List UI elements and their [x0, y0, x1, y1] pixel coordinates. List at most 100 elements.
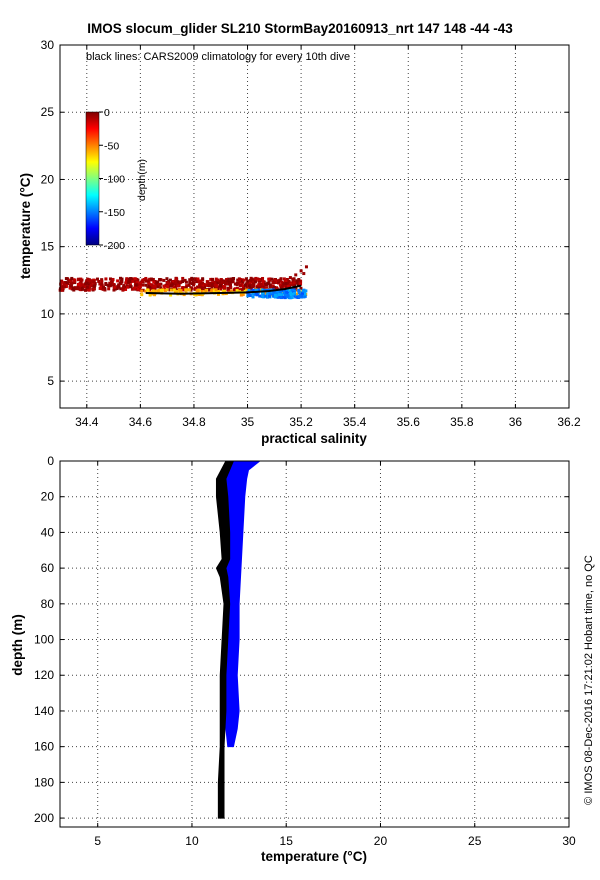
ts-scatter-point — [255, 289, 259, 293]
ts-scatter-point — [70, 287, 74, 291]
ts-scatter-point — [174, 276, 178, 280]
ts-scatter-point — [295, 292, 299, 296]
ts-scatter-point — [219, 287, 223, 291]
ts-scatter-point — [153, 287, 157, 291]
ts-scatter-point — [250, 277, 254, 281]
ts-scatter-point — [186, 288, 190, 292]
ts-scatter-point — [76, 282, 80, 286]
ts-scatter-point — [199, 279, 203, 283]
ts-x-tick-label: 35.6 — [397, 415, 421, 429]
ts-scatter-point — [115, 287, 119, 291]
ts-scatter-point — [132, 286, 136, 290]
ts-scatter-point — [121, 286, 125, 290]
ts-scatter-point — [301, 289, 305, 293]
ts-scatter-point — [124, 285, 128, 289]
ts-scatter-point — [166, 281, 170, 285]
ts-x-tick-label: 34.8 — [182, 415, 206, 429]
ts-scatter-point — [289, 281, 293, 285]
profile-x-tick-label: 15 — [280, 834, 294, 848]
ts-scatter-point — [91, 287, 95, 291]
ts-scatter-point — [92, 278, 96, 282]
ts-scatter-point — [148, 277, 152, 281]
ts-scatter-point — [297, 288, 301, 292]
ts-scatter-point — [237, 288, 241, 292]
ts-scatter-point — [257, 283, 261, 287]
ts-climatology-line — [145, 284, 302, 295]
ts-scatter-point — [95, 277, 99, 281]
ts-scatter-point — [153, 284, 157, 288]
ts-scatter-point — [275, 287, 279, 291]
ts-scatter-point — [195, 289, 199, 293]
ts-scatter-point — [286, 288, 290, 292]
ts-scatter-point — [188, 281, 192, 285]
ts-scatter-point — [201, 277, 205, 281]
ts-scatter-point — [113, 285, 117, 289]
ts-scatter-point — [209, 284, 213, 288]
ts-scatter-point — [144, 283, 148, 287]
ts-plot-frame — [59, 44, 570, 409]
ts-scatter-point — [194, 286, 198, 290]
ts-scatter-point — [92, 280, 96, 284]
ts-scatter-point — [285, 285, 289, 289]
ts-scatter-point — [289, 291, 293, 295]
ts-scatter-point — [226, 277, 230, 281]
footer-note: © IMOS 08-Dec-2016 17:21:02 Hobart time,… — [583, 555, 595, 805]
ts-scatter-point — [268, 277, 272, 281]
ts-scatter-point — [144, 289, 148, 293]
profile-x-tick-label: 20 — [374, 834, 388, 848]
ts-scatter-point — [276, 295, 280, 299]
ts-scatter-point — [179, 280, 183, 284]
ts-scatter-point — [172, 288, 176, 292]
ts-scatter-point — [280, 292, 284, 296]
ts-scatter-point — [77, 287, 81, 291]
ts-scatter-point — [92, 284, 96, 288]
ts-scatter-point — [293, 289, 297, 293]
ts-scatter-point — [64, 277, 68, 281]
ts-scatter-point — [144, 276, 148, 280]
ts-scatter-point — [108, 283, 112, 287]
ts-scatter-point — [80, 283, 84, 287]
ts-scatter-point — [169, 293, 173, 297]
ts-scatter-point — [83, 288, 87, 292]
ts-x-axis-label: practical salinity — [261, 431, 367, 446]
ts-scatter-point — [228, 283, 232, 287]
ts-scatter-point — [144, 279, 148, 283]
profile-x-ticks: 5 10 15 20 25 30 — [94, 461, 576, 848]
ts-scatter-point — [204, 283, 208, 287]
ts-scatter-point — [282, 277, 286, 281]
ts-scatter-point — [121, 288, 125, 292]
profile-y-tick-label: 0 — [47, 454, 54, 468]
ts-scatter-point — [295, 279, 299, 283]
ts-scatter-point — [263, 294, 267, 298]
ts-scatter-point — [226, 286, 230, 290]
ts-scatter-point — [251, 295, 255, 299]
colorbar-tick-label: -100 — [104, 174, 125, 186]
ts-scatter-point — [210, 285, 214, 289]
ts-scatter-point — [265, 293, 269, 297]
profile-y-tick-label: 40 — [41, 525, 55, 539]
ts-scatter-point — [201, 283, 205, 287]
profile-y-tick-label: 20 — [41, 490, 55, 504]
ts-scatter-point — [255, 286, 259, 290]
ts-scatter-point — [151, 277, 155, 281]
ts-scatter-point — [120, 280, 124, 284]
ts-scatter-point — [211, 283, 215, 287]
ts-scatter-point — [285, 277, 289, 281]
ts-y-ticks: 5 10 15 20 25 30 — [41, 38, 569, 388]
ts-scatter-point — [294, 295, 298, 299]
ts-scatter-point — [223, 289, 227, 293]
ts-scatter-point — [237, 277, 241, 281]
ts-scatter-point — [104, 283, 108, 287]
colorbar-label: depth(m) — [136, 159, 148, 201]
ts-scatter-point — [232, 288, 236, 292]
ts-scatter-point — [214, 288, 218, 292]
profile-x-tick-label: 30 — [562, 834, 576, 848]
profile-y-tick-label: 100 — [34, 633, 54, 647]
ts-scatter-point — [87, 288, 91, 292]
ts-scatter-point — [158, 278, 162, 282]
ts-scatter-point — [288, 276, 292, 280]
ts-scatter-point — [163, 289, 167, 293]
ts-scatter-point — [279, 296, 283, 300]
ts-scatter-point — [199, 286, 203, 290]
ts-scatter-point — [122, 284, 126, 288]
